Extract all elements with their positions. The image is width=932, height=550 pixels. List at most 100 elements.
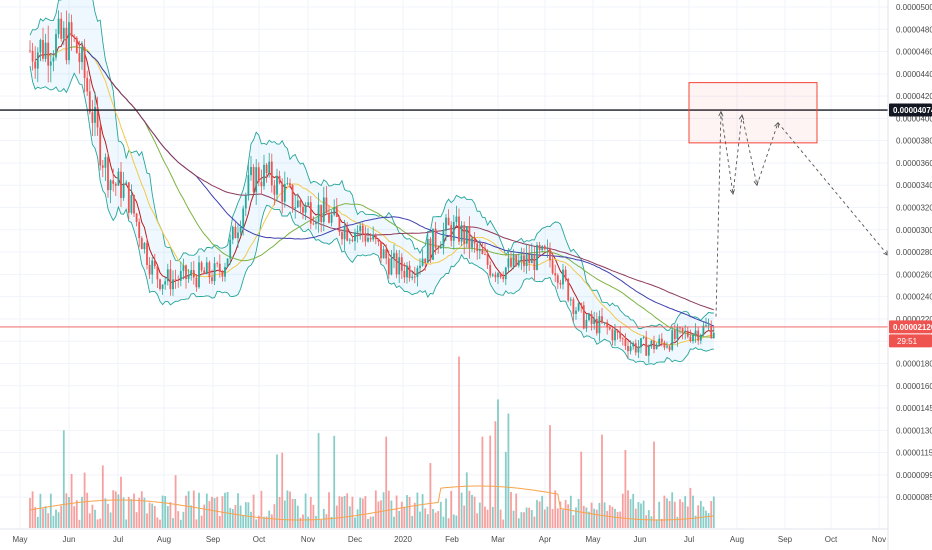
candle-body (169, 269, 172, 290)
volume-bar (549, 425, 551, 528)
volume-bar (577, 498, 580, 528)
volume-bar (263, 516, 265, 528)
candle-body (359, 225, 362, 232)
candle-body (416, 268, 419, 278)
volume-bar (226, 491, 229, 528)
volume-bar (603, 502, 606, 528)
volume-bar (229, 507, 232, 528)
time-tick-label: Sep (778, 535, 793, 544)
time-tick-label: Jul (113, 535, 123, 544)
candle-body (252, 167, 255, 193)
volume-bar (265, 516, 268, 528)
candle-body (218, 263, 221, 272)
volume-bar (216, 496, 219, 528)
time-tick-label: May (12, 535, 27, 544)
volume-bar (564, 499, 567, 528)
candle-body (39, 40, 42, 53)
volume-bar (632, 493, 635, 528)
candle-body (434, 228, 437, 248)
volume-bar (512, 510, 515, 528)
candle-body (692, 334, 694, 342)
moving-average-line (68, 46, 714, 338)
candle-body (681, 327, 684, 332)
volume-bar (361, 498, 364, 528)
candle-body (265, 164, 268, 173)
volume-bar (359, 497, 362, 528)
candle-body (580, 303, 583, 306)
candle-body (255, 167, 258, 193)
volume-bar (416, 492, 419, 528)
volume-bar (348, 506, 351, 528)
volume-bar (507, 413, 510, 528)
volume-bar (385, 436, 388, 528)
candle-body (471, 238, 473, 248)
volume-bar (130, 499, 133, 528)
volume-ma-line (29, 485, 714, 521)
volume-bar (328, 492, 330, 528)
volume-bar (601, 434, 603, 528)
candle-body (221, 271, 224, 277)
volume-bar (528, 507, 531, 528)
volume-bar (286, 490, 289, 528)
time-axis[interactable]: May Jun Jul Aug Sep Oct Nov Dec 2020 Feb Mar Apr May… (12, 535, 886, 544)
volume-bar (47, 513, 50, 528)
candle-body (65, 27, 68, 61)
candle-body (419, 265, 421, 269)
volume-bar (107, 503, 109, 528)
volume-bar (520, 512, 523, 528)
candle-body (273, 185, 276, 195)
candle-body (601, 316, 603, 323)
volume-bar (273, 504, 276, 528)
candle-body (468, 226, 471, 248)
volume-bar (668, 501, 671, 528)
candle-body (330, 214, 333, 223)
volume-bar (481, 436, 484, 528)
candle-body (91, 112, 94, 123)
moving-average-line (48, 46, 714, 346)
moving-average-line (34, 33, 715, 349)
candle-body (138, 221, 141, 239)
resistance-zone (688, 82, 818, 144)
candle-body (159, 279, 161, 289)
volume-bar (309, 496, 312, 528)
candle-body (497, 272, 499, 278)
time-tick-label: Dec (348, 535, 362, 544)
volume-bar (247, 502, 250, 528)
candle-body (109, 180, 112, 191)
candle-body (88, 91, 91, 113)
volume-bar (356, 509, 359, 528)
candle-body (663, 342, 666, 348)
volume-bar (138, 497, 141, 528)
candle-body (68, 22, 70, 61)
volume-bar (252, 494, 255, 528)
candle-body (525, 254, 528, 267)
candle-body (689, 336, 692, 342)
candle-body (499, 272, 502, 278)
candle-body (239, 226, 242, 233)
volume-bar (114, 491, 117, 528)
volume-bar (684, 496, 687, 528)
countdown-badge (889, 334, 932, 348)
volume-bar (211, 496, 213, 528)
candle-body (377, 239, 380, 242)
volume-bar (364, 496, 367, 528)
candle-body (242, 208, 245, 227)
candle-body (237, 232, 239, 239)
candle-body (629, 346, 632, 352)
volume-bar (588, 511, 590, 528)
candle-body (671, 330, 674, 350)
candle-body (156, 266, 159, 280)
drawings[interactable] (0, 82, 889, 328)
volume-bar (260, 490, 263, 528)
volume-bar (101, 465, 104, 528)
candle-body (114, 183, 117, 186)
price-tick-label: 0.00000850 (896, 493, 932, 502)
volume-bar (307, 516, 310, 528)
volume-bar (159, 519, 161, 528)
candle-body (598, 316, 601, 334)
